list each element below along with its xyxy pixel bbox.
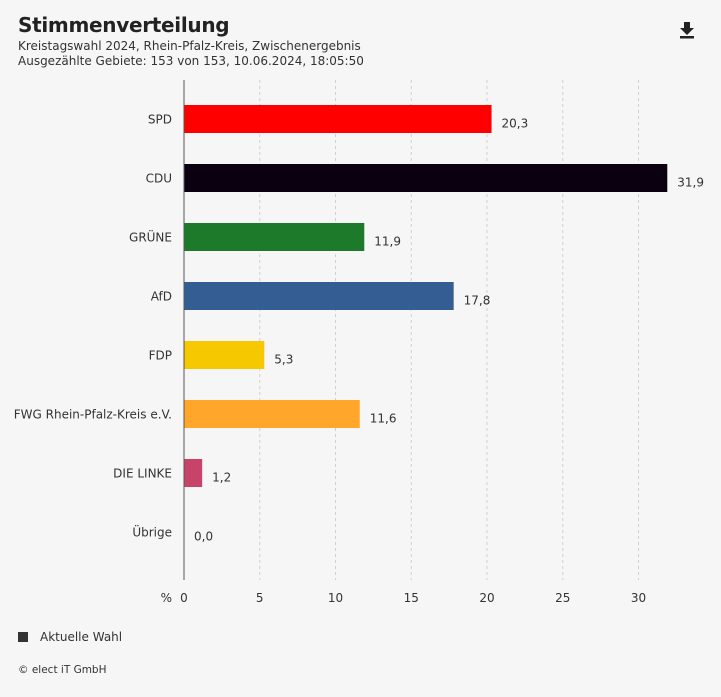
category-label: FDP <box>149 349 172 363</box>
legend-swatch <box>18 632 28 642</box>
counting-status: Ausgezählte Gebiete: 153 von 153, 10.06.… <box>18 54 364 68</box>
category-label: CDU <box>146 172 172 186</box>
data-label: 0,0 <box>194 530 213 544</box>
category-label: Übrige <box>132 524 172 540</box>
bar <box>184 341 265 369</box>
x-tick-label: 15 <box>404 591 419 605</box>
category-label: FWG Rhein-Pfalz-Kreis e.V. <box>14 408 172 422</box>
copyright-notice: © elect iT GmbH <box>18 664 107 676</box>
x-tick-label: 20 <box>479 591 494 605</box>
x-tick-label: 30 <box>631 591 646 605</box>
x-tick-label: 10 <box>328 591 343 605</box>
bar-chart: % 0 5 10 15 20 25 30 SPD 20,3 CDU 31,9 GRÜNE 11,9 AfD… <box>14 80 704 605</box>
legend-label: Aktuelle Wahl <box>40 630 123 644</box>
data-label: 5,3 <box>274 353 293 367</box>
bars <box>184 105 668 487</box>
data-label: 11,6 <box>370 412 397 426</box>
data-label: 17,8 <box>464 294 491 308</box>
chart-subtitle: Kreistagswahl 2024, Rhein-Pfalz-Kreis, Z… <box>18 39 361 53</box>
x-tick-label: 5 <box>256 591 264 605</box>
category-label: DIE LINKE <box>113 467 172 481</box>
bar <box>184 459 203 487</box>
legend: Aktuelle Wahl <box>18 630 122 644</box>
category-label: SPD <box>148 113 172 127</box>
data-label: 20,3 <box>502 117 529 131</box>
bar <box>184 105 492 133</box>
bar <box>184 164 668 192</box>
grid-lines <box>259 80 639 580</box>
bar <box>184 282 454 310</box>
data-label: 1,2 <box>212 471 231 485</box>
data-label: 11,9 <box>374 235 401 249</box>
bar <box>184 223 365 251</box>
chart-title: Stimmenverteilung <box>18 13 230 37</box>
x-tick-label: 25 <box>555 591 570 605</box>
data-label: 31,9 <box>677 176 704 190</box>
x-tick-label: 0 <box>180 591 188 605</box>
x-axis-unit-label: % <box>161 591 172 605</box>
category-label: AfD <box>151 290 172 304</box>
category-label: GRÜNE <box>129 229 172 245</box>
bar <box>184 400 360 428</box>
download-icon[interactable] <box>677 20 697 40</box>
